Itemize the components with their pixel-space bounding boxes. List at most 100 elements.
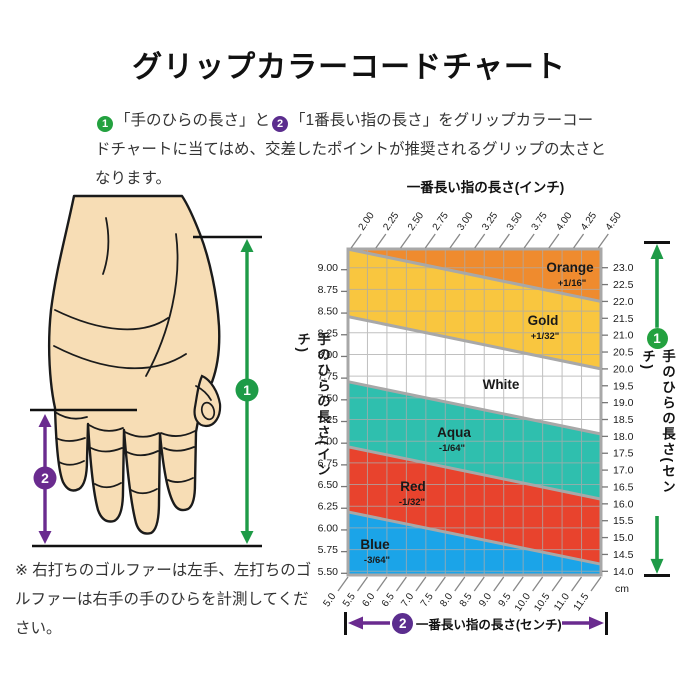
- finger-badge-circle: [33, 466, 57, 490]
- arrow-down-icon: [650, 516, 664, 574]
- tick-top: [400, 233, 412, 249]
- tick-label-left: 7.00: [318, 436, 339, 448]
- thumb-nail: [200, 401, 216, 421]
- gauge-cap-top: [644, 241, 670, 244]
- tick-label-bottom: 6.0: [360, 591, 377, 609]
- bottom-axis-title: 一番長い指の長さ(センチ): [415, 617, 562, 632]
- tick-label-right: 19.0: [613, 397, 634, 409]
- tick-label-right: 14.5: [613, 549, 634, 561]
- band-sublabel-aqua: -1/64": [439, 443, 465, 454]
- finger-length-gauge: 2 一番長い指の長さ(センチ): [344, 610, 608, 636]
- tick-label-right: 14.0: [613, 566, 634, 578]
- tick-label-left: 8.50: [318, 306, 339, 318]
- tick-label-right: 18.0: [613, 431, 634, 443]
- tick-top: [548, 233, 560, 249]
- tick-label-bottom: 9.5: [497, 591, 514, 609]
- tick-bottom: [356, 576, 368, 592]
- tick-bottom: [415, 576, 427, 592]
- gauge-cap-bottom: [644, 574, 670, 577]
- tick-label-top: 3.00: [455, 210, 475, 233]
- tick-top: [449, 233, 461, 249]
- tick-label-right: 16.0: [613, 498, 634, 510]
- arrow-right-icon: [562, 616, 605, 630]
- tick-label-left: 9.00: [318, 262, 339, 274]
- measurement-note: ※ 右打ちのゴルファーは左手、左打ちのゴルファーは右手の手のひらを計測してくださ…: [15, 562, 312, 637]
- tick-label-top: 3.25: [480, 210, 500, 233]
- band-boundary: [347, 445, 602, 501]
- finger-length-badge: 2: [272, 116, 289, 132]
- tick-label-right: 20.0: [613, 363, 634, 375]
- tick-label-left: 6.50: [318, 479, 339, 491]
- tick-bottom: [434, 576, 446, 592]
- arrow-up-icon: [650, 243, 664, 328]
- tick-bottom: [337, 576, 349, 592]
- palm-outline: [47, 194, 221, 535]
- tick-label-left: 7.75: [318, 371, 339, 383]
- tick-bottom: [395, 576, 407, 592]
- palm-length-badge: 1: [97, 116, 113, 132]
- tick-label-right: 15.0: [613, 532, 634, 544]
- tick-label-top: 2.75: [431, 210, 451, 233]
- tick-top: [597, 233, 609, 249]
- tick-label-left: 7.50: [318, 392, 339, 404]
- tick-label-bottom: 8.5: [458, 591, 475, 609]
- tick-label-right: 22.5: [613, 279, 634, 291]
- band-aqua: [348, 381, 601, 500]
- tick-label-top: 2.50: [406, 210, 426, 233]
- tick-label-left: 6.00: [318, 522, 339, 534]
- palm-badge-number: 1: [243, 382, 251, 398]
- tick-label-right: 20.5: [613, 347, 634, 359]
- grip-size-chart: Orange +1/16" Gold +1/32" White Aqua -1/64" Red…: [318, 179, 634, 614]
- tick-top: [424, 233, 436, 249]
- band-boundary: [347, 380, 602, 436]
- tick-label-right: 21.5: [613, 313, 634, 325]
- cm-unit-label: cm: [615, 583, 629, 595]
- tick-label-top: 4.50: [604, 210, 624, 233]
- intro-text-1: 「手のひらの長さ」と: [115, 112, 271, 129]
- tick-label-bottom: 6.5: [380, 591, 397, 609]
- tick-bottom: [454, 576, 466, 592]
- band-label-gold: Gold: [528, 313, 559, 328]
- tick-label-top: 2.00: [357, 210, 377, 233]
- band-sublabel-blue: -3/64": [364, 555, 390, 566]
- tick-bottom: [532, 576, 544, 592]
- tick-bottom: [571, 576, 583, 592]
- tick-label-right: 23.0: [613, 262, 634, 274]
- tick-label-bottom: 7.5: [419, 591, 436, 609]
- tick-label-right: 17.5: [613, 448, 634, 460]
- tick-label-top: 2.25: [381, 210, 401, 233]
- tick-label-top: 3.75: [530, 210, 550, 233]
- band-sublabel-red: -1/32": [399, 497, 425, 508]
- measurement-overlay: 1 2: [30, 235, 262, 548]
- tick-label-right: 19.5: [613, 380, 634, 392]
- palm-badge-circle: [235, 378, 259, 402]
- tick-bottom: [590, 576, 602, 592]
- tick-label-left: 8.00: [318, 349, 339, 361]
- tick-bottom: [473, 576, 485, 592]
- band-label-aqua: Aqua: [437, 425, 471, 440]
- intro-text-2: 「1番長い指の長さ」をグリップカラーコードチャートに当てはめ、交差したポイントが…: [95, 112, 607, 187]
- left-axis-title: 手のひらの長さ(インチ): [295, 332, 330, 478]
- tick-label-bottom: 5.5: [341, 591, 358, 609]
- tick-label-left: 8.25: [318, 327, 339, 339]
- tick-top: [474, 233, 486, 249]
- tick-label-left: 7.25: [318, 414, 339, 426]
- tick-label-right: 17.0: [613, 465, 634, 477]
- band-sublabel-orange: +1/16": [558, 278, 587, 289]
- tick-label-right: 21.0: [613, 330, 634, 342]
- tick-label-left: 8.75: [318, 284, 339, 296]
- arrow-left-icon: [347, 616, 390, 630]
- band-label-white: White: [483, 377, 520, 392]
- tick-label-right: 16.5: [613, 481, 634, 493]
- tick-top: [573, 233, 585, 249]
- tick-label-left: 6.25: [318, 501, 339, 513]
- tick-bottom: [376, 576, 388, 592]
- tick-bottom: [512, 576, 524, 592]
- hand-illustration: 1 2: [30, 194, 262, 548]
- tick-bottom: [493, 576, 505, 592]
- tick-label-bottom: 8.0: [438, 591, 455, 609]
- palm-length-gauge: 1 手のひらの長さ(センチ): [640, 241, 675, 577]
- plot-border: [346, 247, 603, 577]
- tick-label-right: 15.5: [613, 515, 634, 527]
